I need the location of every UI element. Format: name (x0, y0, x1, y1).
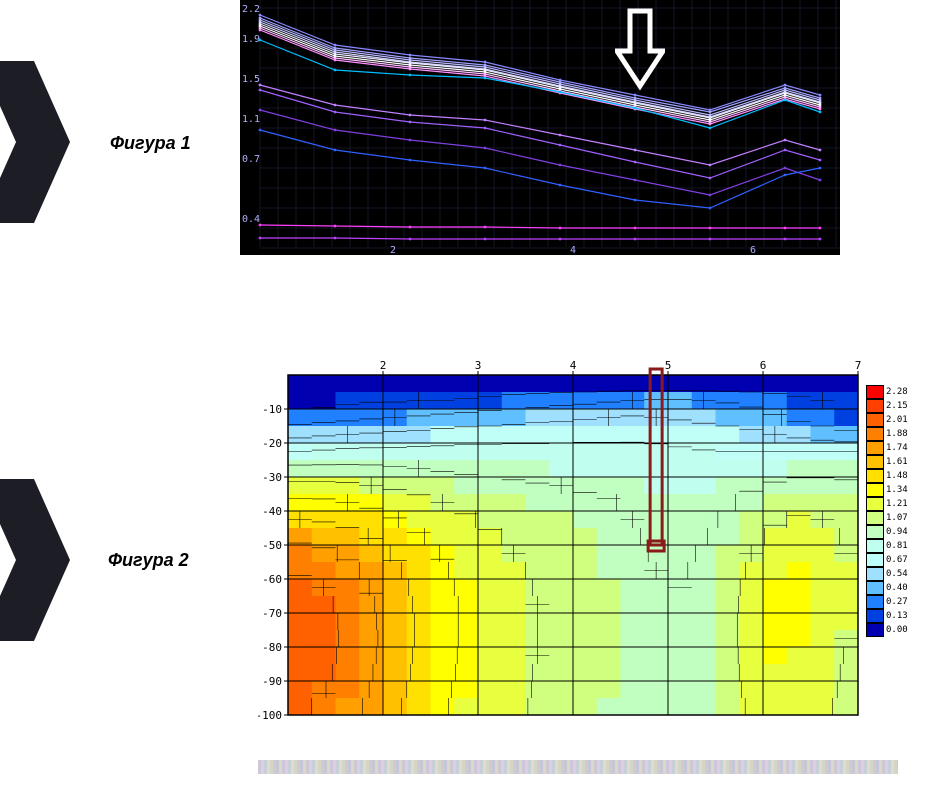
svg-text:6: 6 (760, 359, 767, 372)
chevron-shape-1 (0, 52, 70, 232)
line-chart: 2.2 1.9 1.5 1.1 0.7 0.4 2 4 6 (240, 0, 840, 255)
chevron-shape-2 (0, 470, 70, 650)
svg-text:1.1: 1.1 (242, 114, 260, 125)
svg-text:5: 5 (665, 359, 672, 372)
svg-text:0.4: 0.4 (242, 214, 260, 225)
svg-text:4: 4 (570, 245, 576, 255)
figure-2-label: Фигура 2 (108, 550, 189, 571)
svg-text:-20: -20 (262, 437, 282, 450)
svg-text:2: 2 (380, 359, 387, 372)
svg-text:3: 3 (475, 359, 482, 372)
svg-text:-30: -30 (262, 471, 282, 484)
svg-text:1.9: 1.9 (242, 34, 260, 45)
svg-text:2: 2 (390, 245, 396, 255)
svg-text:-10: -10 (262, 403, 282, 416)
svg-text:-70: -70 (262, 607, 282, 620)
noise-strip (258, 760, 898, 774)
svg-text:-50: -50 (262, 539, 282, 552)
svg-text:4: 4 (570, 359, 577, 372)
down-arrow-icon (615, 6, 665, 91)
svg-text:0.7: 0.7 (242, 154, 260, 165)
svg-text:7: 7 (855, 359, 862, 372)
color-legend: 2.282.152.011.881.741.611.481.341.211.07… (866, 385, 908, 637)
svg-text:2.2: 2.2 (242, 4, 260, 15)
svg-text:-60: -60 (262, 573, 282, 586)
svg-text:-100: -100 (258, 709, 282, 722)
svg-text:-80: -80 (262, 641, 282, 654)
contour-heatmap: 234567-10-20-30-40-50-60-70-80-90-1002.2… (258, 355, 898, 725)
svg-text:1.5: 1.5 (242, 74, 260, 85)
svg-text:6: 6 (750, 245, 756, 255)
svg-text:-90: -90 (262, 675, 282, 688)
svg-text:-40: -40 (262, 505, 282, 518)
figure-1-label: Фигура 1 (110, 133, 191, 154)
